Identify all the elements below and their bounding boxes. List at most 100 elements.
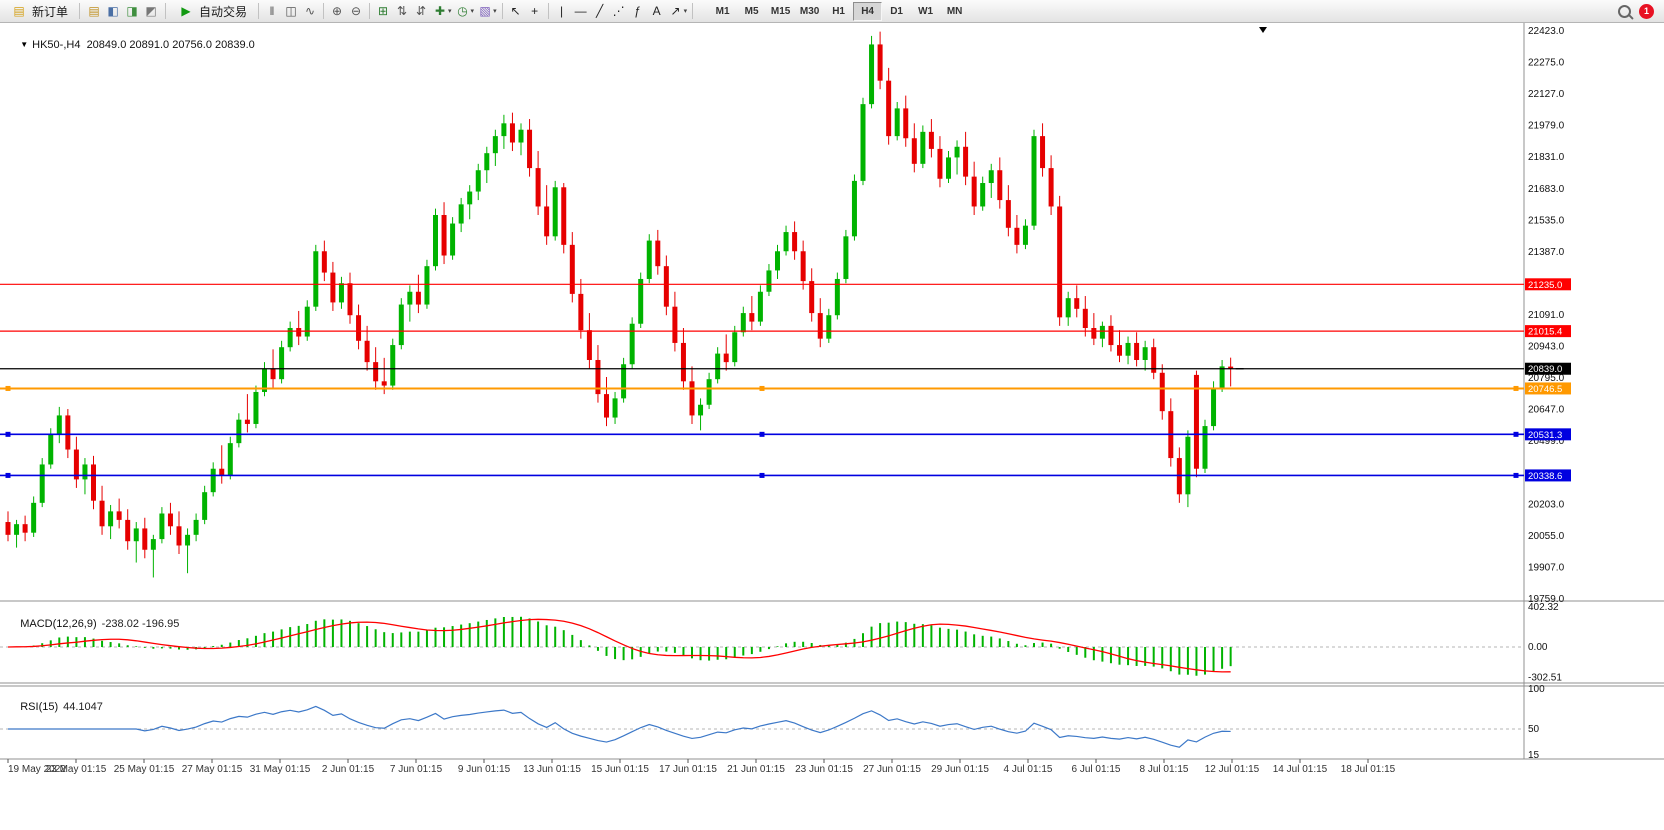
dropdown-caret-icon[interactable]: ▾ [683, 8, 688, 15]
svg-text:20531.3: 20531.3 [1528, 430, 1562, 441]
panel-borders [0, 23, 1664, 760]
svg-text:6 Jul 01:15: 6 Jul 01:15 [1072, 764, 1121, 775]
timeframe-h4[interactable]: H4 [853, 1, 883, 21]
svg-text:402.32: 402.32 [1528, 602, 1559, 613]
timeframe-m1[interactable]: M1 [715, 5, 730, 17]
svg-text:31 May 01:15: 31 May 01:15 [250, 764, 311, 775]
candlestick-series[interactable] [5, 31, 1244, 578]
price-axis[interactable]: 22423.0 22275.0 22127.0 21979.0 21831.0 21683… [1528, 26, 1565, 605]
svg-text:50: 50 [1528, 724, 1540, 735]
timeframe-m30[interactable]: M30 [799, 5, 820, 17]
timeframe-w1[interactable]: W1 [918, 5, 934, 17]
macd-panel[interactable]: 402.32 0.00 -302.51 [0, 602, 1562, 683]
svg-text:20746.5: 20746.5 [1528, 384, 1562, 395]
chart-shift-marker [1259, 27, 1267, 33]
period-selector-icon[interactable]: ◷ [457, 4, 468, 18]
toolbar-separator [258, 3, 260, 19]
svg-text:15 Jun 01:15: 15 Jun 01:15 [591, 764, 649, 775]
svg-text:2 Jun 01:15: 2 Jun 01:15 [322, 764, 375, 775]
arrange-windows-icon[interactable]: ⇅ [397, 4, 408, 18]
trendline-icon[interactable]: ╱ [595, 4, 604, 18]
navigator-icon[interactable]: ◨ [126, 4, 138, 18]
horizontal-line-icon[interactable]: — [574, 4, 587, 18]
chart-shift-icon[interactable]: ⇵ [416, 4, 427, 18]
play-icon: ▶ [181, 4, 191, 18]
timeframe-mn[interactable]: MN [946, 5, 963, 17]
svg-text:22127.0: 22127.0 [1528, 89, 1565, 100]
svg-text:21 Jun 01:15: 21 Jun 01:15 [727, 764, 785, 775]
new-chart-icon[interactable]: ✚ [435, 4, 446, 18]
data-window-icon[interactable]: ◧ [107, 4, 119, 18]
crosshair-icon[interactable]: + [531, 4, 539, 18]
timeframe-h1[interactable]: H1 [832, 5, 845, 17]
auto-trading-label: 自动交易 [199, 4, 248, 19]
svg-text:8 Jul 01:15: 8 Jul 01:15 [1140, 764, 1189, 775]
dropdown-caret-icon[interactable]: ▾ [493, 8, 497, 15]
notification-badge[interactable]: 1 [1639, 3, 1654, 19]
svg-text:17 Jun 01:15: 17 Jun 01:15 [659, 764, 717, 775]
toolbar-separator [165, 3, 167, 19]
svg-text:23 May 01:15: 23 May 01:15 [46, 764, 107, 775]
terminal-icon[interactable]: ◩ [145, 4, 157, 18]
tile-windows-icon[interactable]: ⊞ [378, 4, 389, 18]
svg-text:20647.0: 20647.0 [1528, 405, 1565, 416]
timeframe-m15[interactable]: M15 [770, 5, 791, 17]
quick-nav-arrow-icon[interactable]: ▼ [20, 40, 29, 49]
bar-chart-icon[interactable]: ‖ [269, 4, 275, 18]
candlestick-chart-icon[interactable]: ◫ [285, 4, 297, 18]
svg-text:21015.4: 21015.4 [1528, 327, 1562, 338]
svg-text:21235.0: 21235.0 [1528, 280, 1562, 291]
search-icon[interactable] [1618, 4, 1631, 18]
arrows-tool-icon[interactable]: ↗ [670, 4, 681, 18]
svg-text:20203.0: 20203.0 [1528, 499, 1565, 510]
rsi-panel[interactable]: 100 50 15 [0, 684, 1545, 761]
zoom-in-icon[interactable]: ⊕ [332, 4, 343, 18]
text-label-icon[interactable]: A [652, 4, 661, 18]
svg-text:27 May 01:15: 27 May 01:15 [182, 764, 243, 775]
template-icon[interactable]: ▧ [479, 4, 491, 18]
new-order-button[interactable]: ▤ 新订单 [4, 1, 74, 21]
svg-text:27 Jun 01:15: 27 Jun 01:15 [863, 764, 921, 775]
auto-trading-button[interactable]: ▶ 自动交易 [171, 1, 253, 21]
svg-text:19907.0: 19907.0 [1528, 562, 1565, 573]
svg-text:100: 100 [1528, 684, 1545, 695]
macd-name: MACD(12,26,9) [20, 618, 97, 630]
timeframe-toolbar: M1 M5 M15 M30 H1 H4 D1 W1 MN [708, 1, 969, 21]
svg-text:21831.0: 21831.0 [1528, 152, 1565, 163]
zoom-out-icon[interactable]: ⊖ [351, 4, 362, 18]
toolbar-separator [323, 3, 325, 19]
cursor-arrow-icon[interactable]: ↖ [510, 4, 521, 18]
main-toolbar: ▤ 新订单 ▤ ◧ ◨ ◩ ▶ 自动交易 ‖ ◫ ∿ ⊕ ⊖ ⊞ ⇅ ⇵ ✚ ▾ ◷ ▾ ▧ ▾ ↖ + | — ╱ ⋰ ƒ A… [0, 0, 1664, 23]
svg-text:20795.0: 20795.0 [1528, 373, 1565, 384]
svg-text:20338.6: 20338.6 [1528, 471, 1562, 482]
svg-text:21535.0: 21535.0 [1528, 215, 1565, 226]
rsi-label: RSI(15) 44.1047 [8, 689, 103, 725]
equidistant-channel-icon[interactable]: ⋰ [612, 4, 625, 18]
svg-text:13 Jun 01:15: 13 Jun 01:15 [523, 764, 581, 775]
new-order-icon: ▤ [13, 4, 25, 18]
vertical-line-icon[interactable]: | [560, 4, 564, 18]
timeframe-m5[interactable]: M5 [744, 5, 759, 17]
svg-text:0.00: 0.00 [1528, 642, 1548, 653]
svg-text:4 Jul 01:15: 4 Jul 01:15 [1004, 764, 1053, 775]
chart-info-line: ▼ HK50-,H4 20849.0 20891.0 20756.0 20839.… [8, 27, 255, 63]
chart-canvas[interactable]: 22423.0 22275.0 22127.0 21979.0 21831.0 21683… [0, 23, 1664, 830]
toolbar-right-group: 1 [1618, 3, 1660, 19]
toolbar-separator [501, 3, 503, 19]
macd-label: MACD(12,26,9) -238.02 -196.95 [8, 606, 179, 642]
horizontal-lines[interactable]: 21235.0 21015.4 20839.0 20746.5 20531.3 20338… [0, 278, 1571, 482]
svg-text:14 Jul 01:15: 14 Jul 01:15 [1273, 764, 1328, 775]
svg-text:25 May 01:15: 25 May 01:15 [114, 764, 175, 775]
svg-text:21091.0: 21091.0 [1528, 310, 1565, 321]
timeframe-d1[interactable]: D1 [890, 5, 903, 17]
toolbar-separator [692, 3, 694, 19]
fibonacci-icon[interactable]: ƒ [634, 4, 641, 18]
svg-text:21387.0: 21387.0 [1528, 247, 1565, 258]
line-chart-icon[interactable]: ∿ [305, 4, 316, 18]
dropdown-caret-icon[interactable]: ▾ [448, 8, 452, 15]
market-watch-icon[interactable]: ▤ [88, 4, 100, 18]
dropdown-caret-icon[interactable]: ▾ [470, 8, 475, 15]
toolbar-separator [79, 3, 81, 19]
